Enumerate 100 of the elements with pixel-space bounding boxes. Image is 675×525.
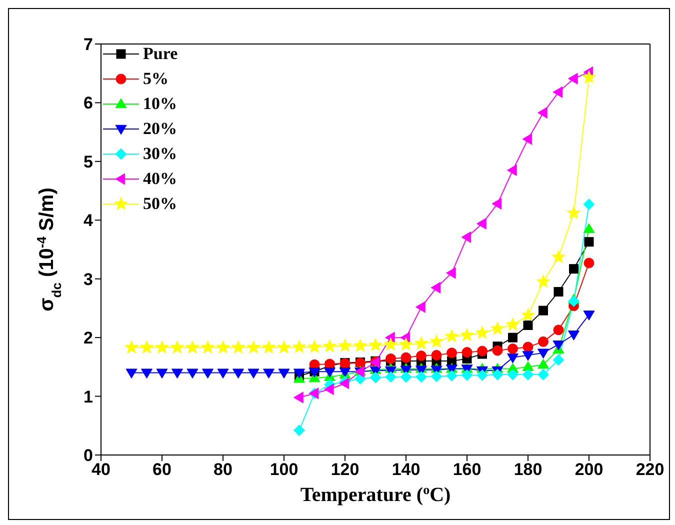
point — [538, 306, 548, 316]
point — [172, 368, 183, 379]
point — [584, 237, 594, 247]
legend-label: 30% — [143, 144, 177, 164]
point — [170, 340, 184, 354]
point — [568, 295, 580, 307]
point — [584, 258, 594, 268]
point — [384, 337, 398, 351]
point — [461, 231, 472, 243]
point — [322, 339, 337, 352]
point — [294, 424, 305, 436]
point — [431, 350, 442, 360]
y-tick-label: 6 — [84, 94, 93, 113]
point — [308, 340, 322, 353]
point — [460, 328, 474, 342]
point — [553, 324, 564, 336]
point — [507, 164, 517, 176]
point — [508, 343, 518, 354]
point — [444, 329, 459, 342]
point — [278, 368, 290, 379]
point — [430, 334, 444, 348]
point — [552, 250, 566, 264]
point — [200, 340, 215, 354]
point — [324, 358, 335, 370]
point — [490, 322, 504, 335]
x-tick-label: 120 — [330, 460, 360, 480]
point — [569, 264, 578, 274]
point — [492, 368, 504, 380]
y-tick-label: 1 — [84, 387, 93, 406]
y-tick-label: 5 — [84, 152, 93, 172]
point — [522, 342, 534, 352]
point — [475, 326, 490, 339]
point — [353, 338, 368, 352]
point — [248, 368, 260, 379]
point — [370, 372, 382, 384]
point — [522, 351, 534, 361]
point — [126, 368, 138, 379]
point — [386, 353, 396, 364]
x-tick-label: 100 — [270, 460, 298, 480]
point — [216, 340, 230, 354]
point — [400, 352, 412, 363]
point — [522, 361, 534, 372]
point — [399, 337, 413, 351]
point — [476, 369, 488, 381]
y-tick-label: 7 — [84, 35, 93, 54]
x-tick-label: 80 — [214, 460, 232, 480]
point — [446, 370, 458, 382]
legend-label: 40% — [143, 168, 177, 188]
point — [521, 308, 535, 322]
point — [554, 287, 564, 297]
point — [414, 336, 428, 350]
point — [217, 368, 229, 379]
point — [324, 368, 336, 378]
point — [416, 350, 426, 362]
point — [292, 340, 306, 353]
legend-label: 50% — [143, 194, 177, 214]
point — [277, 340, 291, 354]
x-tick-label: 180 — [514, 460, 542, 480]
point — [461, 369, 473, 381]
point — [508, 332, 518, 342]
x-tick-label: 40 — [92, 460, 110, 480]
y-tick-label: 3 — [84, 270, 93, 289]
point — [506, 317, 520, 331]
point — [156, 368, 168, 379]
x-tick-label: 220 — [636, 460, 664, 480]
point — [246, 340, 260, 354]
point — [202, 368, 214, 379]
point — [538, 358, 549, 369]
point — [430, 282, 441, 294]
point — [155, 340, 169, 354]
legend-label: Pure — [143, 44, 178, 64]
point — [552, 86, 563, 98]
point — [186, 340, 200, 354]
point — [186, 368, 198, 379]
point — [507, 368, 518, 380]
point — [568, 72, 578, 84]
point — [523, 320, 533, 330]
y-tick-label: 4 — [84, 211, 94, 230]
point — [476, 218, 486, 230]
point — [552, 354, 564, 366]
legend-label: 5% — [143, 68, 168, 88]
point — [492, 345, 503, 356]
point — [294, 392, 304, 404]
point — [583, 198, 595, 210]
point — [582, 70, 596, 84]
point — [324, 383, 334, 395]
point — [140, 340, 154, 354]
point — [262, 340, 276, 354]
point — [446, 348, 457, 358]
point — [583, 310, 595, 320]
point — [400, 371, 412, 383]
point — [430, 370, 442, 382]
point — [583, 223, 595, 234]
point — [232, 368, 244, 379]
point — [231, 340, 246, 354]
x-tick-label: 140 — [392, 460, 420, 480]
point — [522, 133, 532, 145]
point — [462, 347, 472, 358]
point — [124, 340, 138, 354]
y-tick-label: 0 — [84, 446, 93, 466]
